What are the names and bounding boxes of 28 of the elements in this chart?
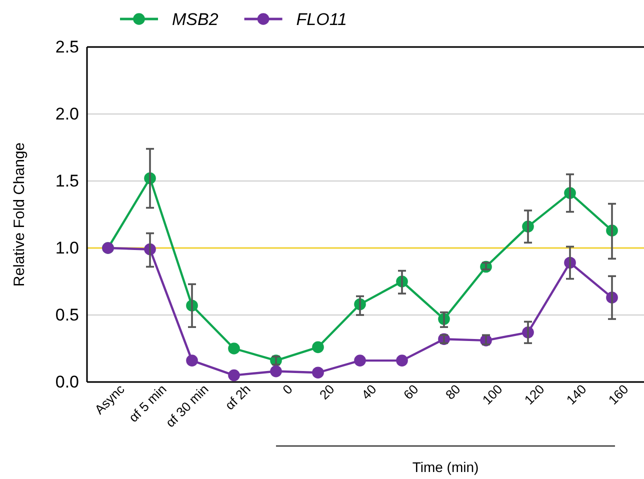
point <box>354 354 366 366</box>
point <box>312 366 324 379</box>
x-tick-label: 140 <box>563 382 590 408</box>
point <box>312 341 324 354</box>
y-tick-label: 0.5 <box>55 305 79 324</box>
x-tick-label: αf 2h <box>222 382 254 413</box>
point <box>396 354 408 366</box>
x-axis-title: Time (min) <box>412 459 479 475</box>
y-tick-label: 1.5 <box>55 171 79 190</box>
y-tick-label: 0.0 <box>55 372 79 392</box>
point <box>186 354 198 366</box>
y-tick-label: 2.0 <box>55 104 79 124</box>
y-axis-title: Relative Fold Change <box>11 142 28 287</box>
legend-label: MSB2 <box>172 10 219 29</box>
x-tick-label: 80 <box>442 382 464 402</box>
x-tick-label: 160 <box>605 382 632 408</box>
y-tick-label: 1.0 <box>55 238 79 258</box>
x-tick-label: 100 <box>479 382 506 408</box>
y-tick-label: 2.5 <box>55 37 79 56</box>
point <box>228 369 240 382</box>
point <box>228 342 240 354</box>
x-tick-label: 20 <box>316 382 338 402</box>
legend-label: FLO11 <box>296 10 348 29</box>
point <box>270 365 282 378</box>
x-tick-label: 60 <box>400 382 422 402</box>
x-tick-label: 40 <box>358 382 380 402</box>
x-tick-label: 0 <box>280 382 296 398</box>
x-tick-label: 120 <box>521 382 548 408</box>
